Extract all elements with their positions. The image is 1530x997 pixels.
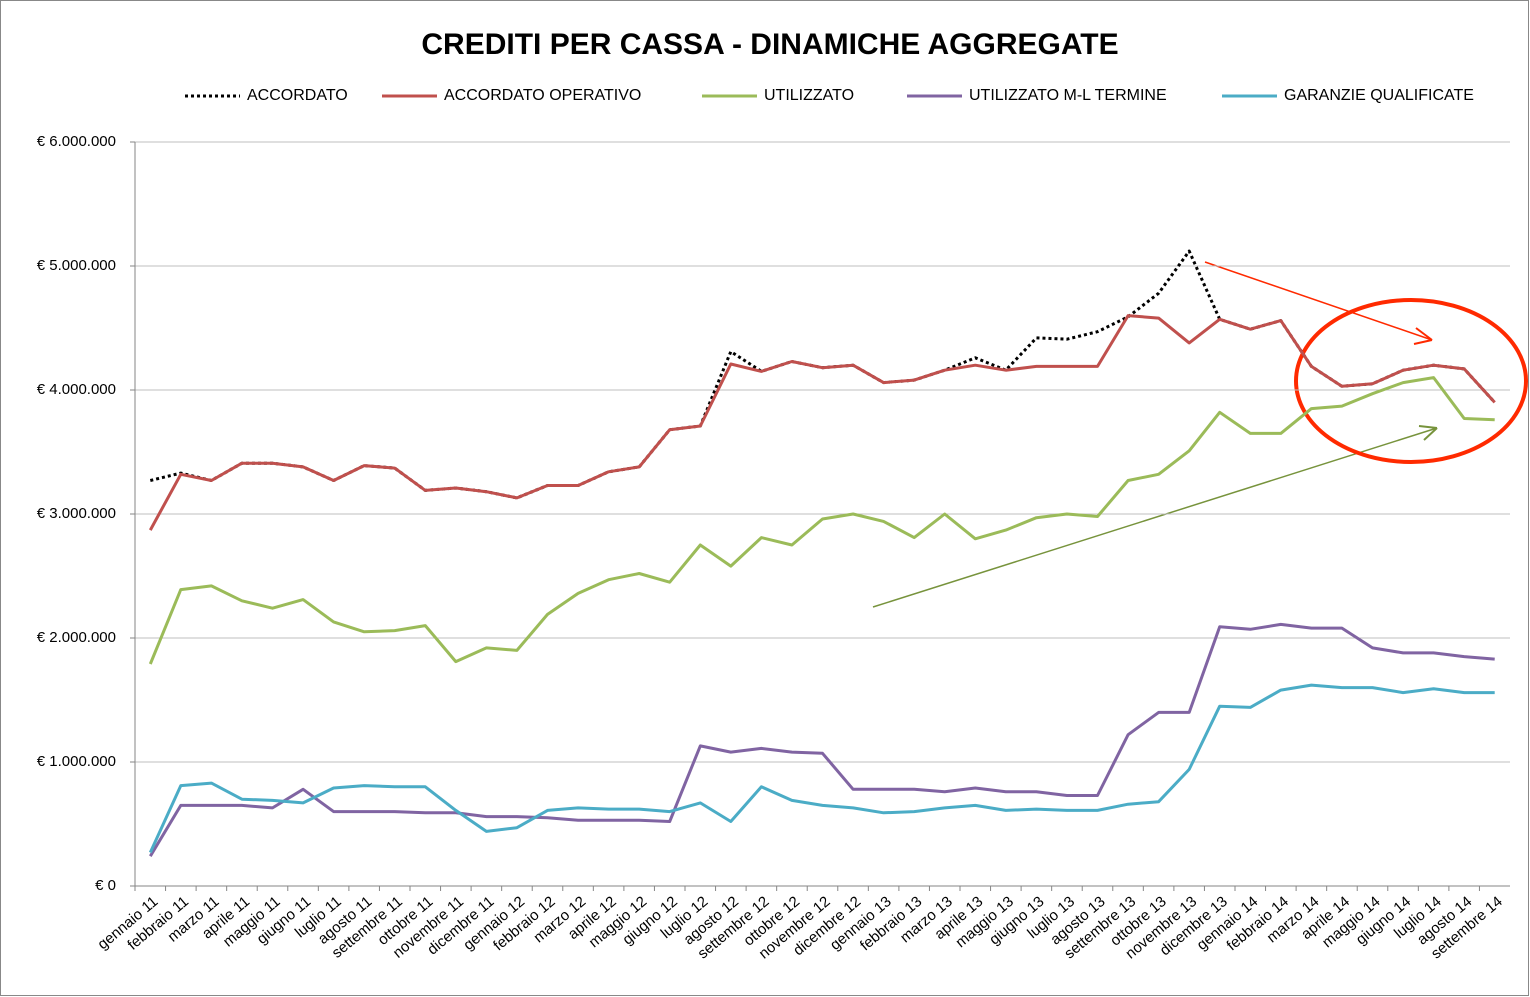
y-tick-label: € 5.000.000 [37, 257, 116, 274]
legend-label: ACCORDATO OPERATIVO [444, 87, 641, 104]
legend-label: UTILIZZATO M-L TERMINE [969, 87, 1167, 104]
y-tick-label: € 0 [95, 877, 116, 894]
annotation-ellipse [1294, 298, 1528, 464]
y-tick-label: € 4.000.000 [37, 381, 116, 398]
legend-label: GARANZIE QUALIFICATE [1284, 87, 1474, 104]
series-line [148, 376, 1495, 665]
annotations [872, 261, 1528, 608]
series-line [148, 683, 1495, 854]
annotation-arrowhead [1418, 425, 1438, 441]
annotation-arrowhead [1413, 327, 1433, 345]
series-line [149, 622, 1495, 857]
legend-label: ACCORDATO [247, 87, 348, 104]
legend-label: UTILIZZATO [764, 87, 854, 104]
annotation-arrow [872, 427, 1438, 608]
y-tick-label: € 1.000.000 [37, 753, 116, 770]
annotation-arrow [1204, 261, 1433, 341]
y-tick-label: € 6.000.000 [37, 133, 116, 150]
y-tick-label: € 2.000.000 [37, 629, 116, 646]
chart-title: CREDITI PER CASSA - DINAMICHE AGGREGATE [421, 28, 1118, 61]
series-line [148, 314, 1496, 531]
y-tick-label: € 3.000.000 [37, 505, 116, 522]
